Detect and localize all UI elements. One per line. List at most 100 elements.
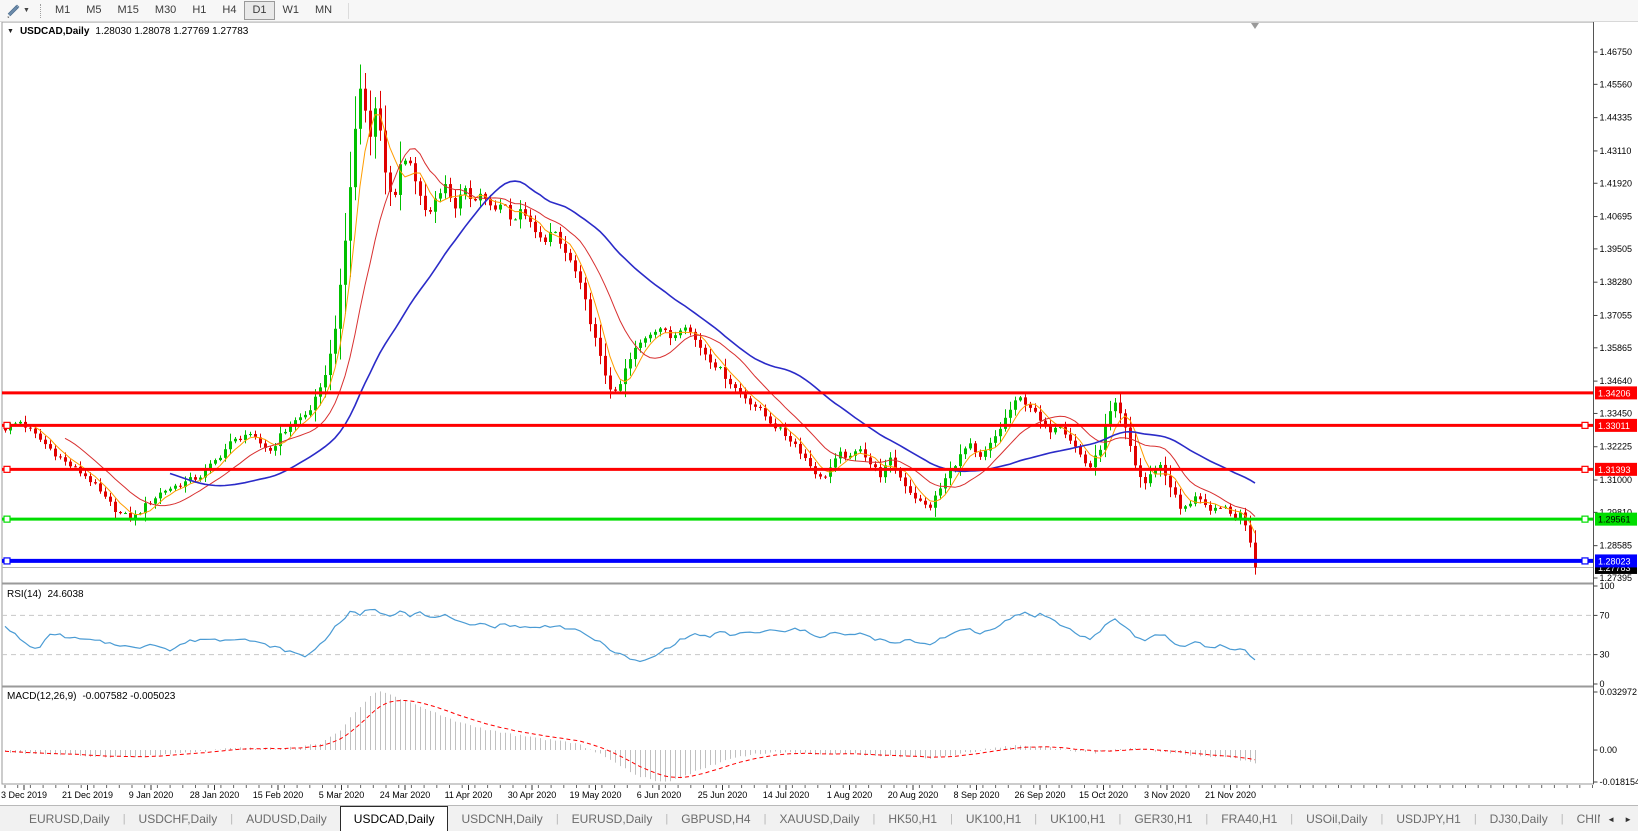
candle-body [1159,464,1162,471]
price-tick-label: 1.29810 [1600,507,1633,517]
price-tick-label: 1.28585 [1600,541,1633,551]
candle-body [1074,440,1077,447]
chart-tab-usdcnh-daily[interactable]: USDCNH,Daily [461,811,543,826]
level-price-badge [1595,512,1637,526]
candle-body [614,389,617,391]
candle-body [554,231,557,233]
candle-body [494,205,497,210]
candle-body [914,492,917,499]
candle-body [1184,506,1187,509]
price-badge-label: 1.33011 [1598,421,1630,431]
timeframe-button-m1[interactable]: M1 [54,4,71,16]
candle-body [1059,427,1062,429]
timeframe-button-m5[interactable]: M5 [86,4,102,16]
candle-body [979,452,982,457]
chart-tab-uk100-h1[interactable]: UK100,H1 [1050,811,1106,826]
chart-tab-usdjpy-h1[interactable]: USDJPY,H1 [1396,811,1461,826]
candle-body [104,491,107,497]
candle-body [389,172,392,192]
line-drag-handle[interactable] [3,515,11,523]
candle-body [409,160,412,164]
line-drag-handle[interactable] [3,421,11,429]
chart-tab-usdcad-daily[interactable]: USDCAD,Daily [339,806,449,831]
chart-tab-hk50-h1[interactable]: HK50,H1 [888,811,938,826]
tab-scroll-left-icon[interactable]: ◄ [1607,814,1616,824]
line-drag-handle[interactable] [3,465,11,473]
candle-body [1189,503,1192,507]
time-axis-label: 20 Aug 2020 [888,790,939,800]
candle-body [1174,487,1177,495]
candle-body [889,457,892,466]
chart-tab-eurusd-daily[interactable]: EURUSD,Daily [29,811,110,826]
chart-tabbar: EURUSD,Daily | USDCHF,Daily | AUDUSD,Daily US… [0,805,1638,831]
chart-tab-dj30-daily[interactable]: DJ30,Daily [1489,811,1548,826]
tab-separator: | [1290,812,1294,825]
chart-tab-ger30-h1[interactable]: GER30,H1 [1134,811,1193,826]
candle-body [69,461,72,467]
line-drag-handle[interactable] [1581,421,1589,429]
line-drag-handle[interactable] [1581,557,1589,565]
candle-body [1119,402,1122,414]
chart-tab-china300-h1[interactable]: CHINA300,H1 [1576,811,1600,826]
candle-body [1214,507,1217,511]
chart-tab-usdchf-daily[interactable]: USDCHF,Daily [138,811,218,826]
candle-body [349,187,352,241]
candle-body [189,477,192,482]
candle-body [854,451,857,456]
tab-separator: | [555,812,559,825]
chart-tab-usoil-daily[interactable]: USOil,Daily [1306,811,1368,826]
candle-body [509,204,512,220]
timeframe-button-w1[interactable]: W1 [282,4,300,16]
candle-body [1254,542,1257,568]
price-tick-label: 1.38280 [1600,277,1633,287]
price-tick-label: 1.44335 [1600,113,1633,123]
chart-tab-fra40-h1[interactable]: FRA40,H1 [1221,811,1278,826]
timeframe-button-m30[interactable]: M30 [154,4,177,16]
candle-body [199,477,202,480]
candle-body [1149,474,1152,484]
chart-tab-xauusd-daily[interactable]: XAUUSD,Daily [779,811,860,826]
candle-body [459,194,462,209]
tab-separator: | [230,812,234,825]
chart-menu-caret-icon[interactable]: ▼ [7,28,14,35]
candle-body [129,513,132,520]
candle-body [864,449,867,458]
timeframe-button-mn[interactable]: MN [315,4,333,16]
candle-body [689,327,692,332]
candle-body [299,417,302,421]
time-axis-label: 11 Apr 2020 [445,790,493,800]
chart-tab-gbpusd-h4[interactable]: GBPUSD,H4 [681,811,751,826]
candle-body [659,328,662,332]
chevron-down-icon[interactable]: ▼ [23,7,30,14]
chart-tool-button[interactable]: ▼ [0,4,34,18]
candle-body [549,231,552,242]
candle-body [784,427,787,437]
candle-body [989,442,992,451]
timeframe-button-h4[interactable]: H4 [222,4,237,16]
timeframe-button-d1[interactable]: D1 [244,1,275,20]
time-axis-label: 24 Mar 2020 [380,790,431,800]
tab-separator: | [1380,812,1384,825]
candle-body [19,421,22,424]
candle-body [804,453,807,459]
tab-scroll-right-icon[interactable]: ► [1624,814,1632,824]
timeframe-button-h1[interactable]: H1 [192,4,207,16]
line-drag-handle[interactable] [1581,515,1589,523]
candle-body [739,388,742,393]
price-badge-label: 1.27783 [1598,563,1631,573]
line-drag-handle[interactable] [1581,465,1589,473]
rsi-line [4,608,1256,663]
candle-body [314,396,317,411]
timeframe-button-m15[interactable]: M15 [117,4,139,16]
tab-separator: | [1473,812,1477,825]
toolbar-grip[interactable] [39,3,41,18]
chart-tab-audusd-daily[interactable]: AUDUSD,Daily [246,811,327,826]
line-drag-handle[interactable] [3,557,11,565]
tab-separator: | [872,812,876,825]
chart-tab-eurusd-daily[interactable]: EURUSD,Daily [571,811,653,826]
chart-tab-uk100-h1[interactable]: UK100,H1 [965,811,1022,826]
candle-body [114,501,117,512]
candle-body [969,443,972,449]
